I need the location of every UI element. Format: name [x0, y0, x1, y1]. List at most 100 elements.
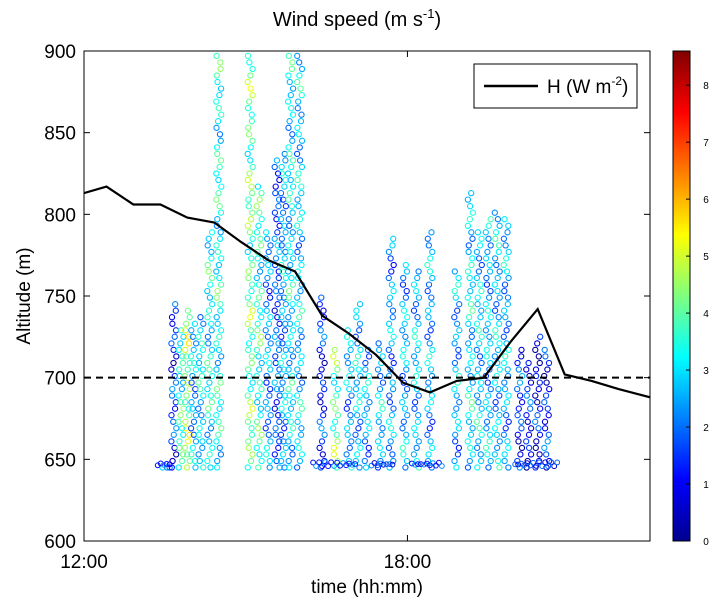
scatter-point: [365, 353, 373, 360]
scatter-point: [275, 268, 282, 275]
scatter-point: [377, 460, 384, 467]
scatter-point: [183, 392, 190, 399]
scatter-point: [200, 464, 207, 471]
scatter-point: [415, 461, 421, 468]
scatter-point: [246, 412, 253, 419]
scatter-point: [208, 229, 216, 236]
scatter-point: [362, 431, 369, 438]
scatter-point: [273, 385, 281, 393]
scatter-point: [249, 209, 256, 216]
scatter-point: [468, 399, 475, 406]
scatter-point: [502, 353, 509, 360]
scatter-point: [275, 444, 282, 452]
scatter-point: [464, 294, 471, 301]
scatter-point: [424, 261, 431, 269]
scatter-point: [320, 307, 327, 314]
scatter-point: [514, 412, 521, 419]
scatter-point: [486, 438, 493, 445]
scatter-point: [388, 340, 395, 347]
scatter-point: [179, 451, 187, 458]
scatter-point: [469, 353, 476, 360]
scatter-point: [216, 235, 224, 242]
scatter-point: [297, 359, 304, 367]
scatter-point: [246, 229, 254, 236]
scatter-point: [415, 340, 422, 347]
scatter-point: [258, 287, 265, 295]
scatter-point: [363, 392, 370, 399]
scatter-point: [501, 379, 508, 386]
scatter-point: [249, 405, 256, 412]
scatter-point: [245, 274, 252, 282]
scatter-point: [207, 353, 214, 360]
scatter-point: [361, 385, 368, 393]
scatter-point: [284, 170, 292, 177]
scatter-point: [501, 457, 508, 465]
scatter-point: [491, 209, 498, 216]
scatter-point: [330, 372, 337, 380]
scatter-point: [258, 261, 265, 269]
scatter-point: [295, 242, 303, 249]
scatter-point: [532, 392, 539, 399]
colorbar-tick-label: 5: [703, 252, 709, 263]
scatter-point: [379, 451, 387, 458]
scatter-point: [206, 294, 214, 301]
scatter-point: [168, 314, 176, 321]
scatter-point: [494, 216, 502, 223]
profile-34: [523, 359, 535, 471]
scatter-point: [295, 412, 302, 419]
scatter-point: [428, 229, 435, 236]
scatter-point: [344, 359, 352, 367]
scatter-point: [541, 346, 548, 354]
scatter-point: [474, 464, 481, 471]
profile-4: [175, 327, 187, 471]
scatter-point: [289, 281, 296, 288]
scatter-point: [379, 353, 386, 360]
x-axis: 12:00 18:00: [60, 51, 431, 573]
scatter-point: [545, 463, 552, 470]
scatter-point: [253, 301, 260, 308]
scatter-point: [266, 287, 273, 295]
scatter-point: [375, 412, 382, 419]
scatter-point: [278, 333, 285, 340]
scatter-point: [320, 314, 328, 321]
scatter-point: [385, 320, 393, 327]
scatter-point: [524, 457, 531, 465]
scatter-point: [548, 459, 555, 466]
scatter-point: [245, 124, 252, 131]
scatter-point: [415, 392, 422, 399]
scatter-point: [403, 340, 411, 347]
scatter-point: [429, 418, 436, 425]
scatter-point: [353, 451, 361, 458]
scatter-point: [216, 274, 223, 282]
scatter-point: [277, 287, 285, 295]
scatter-point: [217, 379, 224, 386]
scatter-point: [505, 444, 512, 452]
scatter-point: [468, 405, 476, 412]
scatter-point: [412, 301, 420, 308]
scatter-point: [451, 287, 458, 295]
scatter-point: [478, 431, 485, 438]
scatter-point: [524, 385, 531, 393]
scatter-point: [282, 372, 290, 380]
scatter-point: [483, 281, 491, 288]
scatter-point: [473, 418, 480, 425]
scatter-point: [217, 399, 225, 406]
scatter-point: [289, 137, 296, 144]
scatter-point: [485, 222, 492, 229]
scatter-point: [352, 461, 359, 467]
scatter-point: [273, 457, 280, 465]
scatter-point: [274, 314, 281, 321]
scatter-point: [294, 52, 301, 60]
scatter-point: [425, 242, 432, 249]
scatter-point: [166, 461, 173, 468]
x-axis-label: time (hh:mm): [311, 577, 423, 598]
scatter-point: [399, 281, 407, 288]
scatter-point: [282, 301, 289, 308]
scatter-point: [258, 333, 265, 340]
scatter-point: [491, 451, 498, 458]
scatter-point: [214, 150, 221, 158]
scatter-point: [249, 65, 256, 73]
colorbar-tick-label: 0: [703, 537, 709, 548]
scatter-point: [544, 405, 551, 412]
scatter-point: [289, 209, 296, 216]
